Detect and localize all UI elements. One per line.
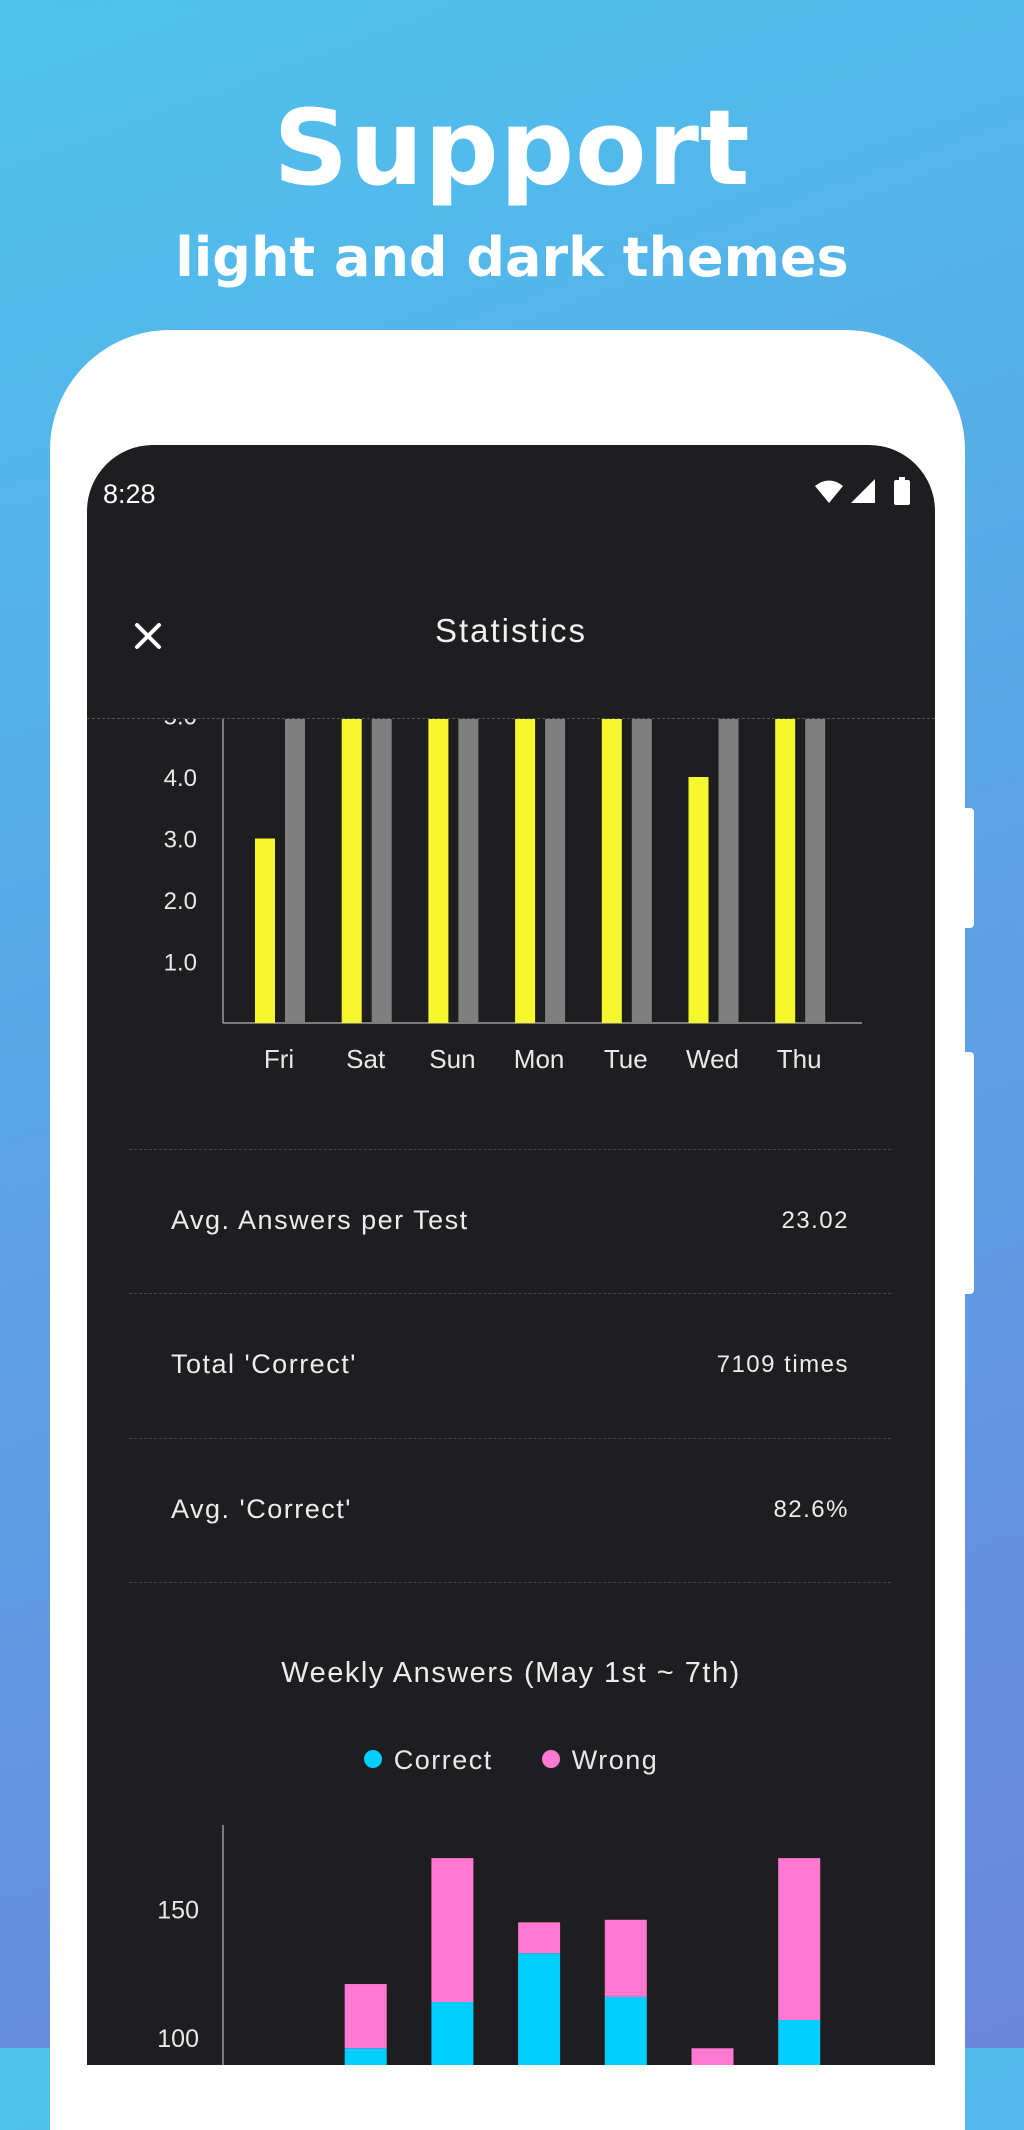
x-tick-label: Sun xyxy=(429,1044,475,1074)
close-icon[interactable] xyxy=(127,615,169,657)
weekly-chart-legend: Correct Wrong xyxy=(87,1745,935,1776)
app-bar-divider xyxy=(87,718,935,719)
y-tick-label: 100 xyxy=(157,2025,199,2053)
stacked-bar-segment xyxy=(778,2020,821,2065)
page-title: Statistics xyxy=(434,612,588,649)
y-tick-label: 2.0 xyxy=(164,888,197,915)
stacked-bar-segment xyxy=(778,1858,821,2021)
daily-bar-chart: 1.0 2.0 3.0 4.0 5.0 Fri Sat Sun Mon Tue Wed Thu xyxy=(164,719,862,1074)
stacked-bar-segment xyxy=(518,1922,561,1954)
legend-item-wrong: Wrong xyxy=(541,1745,659,1776)
legend-dot-correct xyxy=(363,1750,382,1768)
legend-label: Wrong xyxy=(571,1745,659,1775)
x-tick-label: Sat xyxy=(346,1044,386,1074)
stacked-bar-segment xyxy=(344,1984,387,2049)
phone-screen: 8:28 Statistics 1.0 2.0 3.0 4.0 5.0 Fri Sat Sun… xyxy=(87,445,935,2065)
bar xyxy=(545,719,566,1023)
legend-item-correct: Correct xyxy=(363,1745,493,1776)
stacked-bar-segment xyxy=(604,1996,647,2065)
phone-side-button xyxy=(964,808,974,928)
bar xyxy=(805,719,826,1023)
bar xyxy=(371,719,392,1023)
bar xyxy=(458,719,479,1023)
stat-label: Total 'Correct' xyxy=(171,1349,357,1379)
weekly-stacked-bar-chart: 100 150 xyxy=(157,1825,821,2065)
bar xyxy=(341,719,362,1023)
bar xyxy=(718,719,739,1023)
x-tick-label: Wed xyxy=(686,1044,739,1074)
y-tick-label: 5.0 xyxy=(164,719,197,731)
x-tick-label: Thu xyxy=(777,1044,822,1074)
stat-value: 7109 times xyxy=(716,1351,849,1378)
stacked-bar-segment xyxy=(691,2048,734,2065)
status-icons xyxy=(815,477,910,505)
bar xyxy=(688,777,709,1023)
wifi-icon xyxy=(815,480,843,503)
stacked-bar-segment xyxy=(604,1919,647,1997)
x-tick-label: Mon xyxy=(514,1044,565,1074)
legend-dot-wrong xyxy=(541,1750,560,1768)
promo-subtitle: light and dark themes xyxy=(175,226,849,289)
stats-divider xyxy=(129,1582,891,1583)
status-time: 8:28 xyxy=(103,479,156,509)
stacked-bar-segment xyxy=(431,2002,474,2065)
stat-row: Avg. Answers per Test 23.02 xyxy=(129,1149,891,1294)
y-tick-label: 4.0 xyxy=(164,765,197,792)
promo-title: Support xyxy=(273,87,751,209)
x-tick-label: Fri xyxy=(264,1044,294,1074)
battery-icon xyxy=(894,477,910,505)
stat-label: Avg. 'Correct' xyxy=(171,1494,352,1524)
stacked-bar-segment xyxy=(431,1858,474,2003)
stat-value: 82.6% xyxy=(773,1496,849,1523)
y-tick-label: 150 xyxy=(157,1897,199,1925)
bar xyxy=(515,719,536,1023)
weekly-chart-title: Weekly Answers (May 1st ~ 7th) xyxy=(281,1657,741,1689)
stat-row: Total 'Correct' 7109 times xyxy=(129,1293,891,1438)
stacked-bar-segment xyxy=(518,1953,561,2065)
x-tick-label: Tue xyxy=(604,1044,648,1074)
stat-label: Avg. Answers per Test xyxy=(171,1205,469,1235)
stacked-bar-segment xyxy=(344,2048,387,2065)
bar xyxy=(285,719,305,1023)
legend-label: Correct xyxy=(393,1745,493,1775)
cellular-signal-icon xyxy=(851,479,875,503)
bar xyxy=(601,719,622,1023)
bar xyxy=(428,719,449,1023)
bar xyxy=(631,719,652,1023)
stat-row: Avg. 'Correct' 82.6% xyxy=(129,1438,891,1583)
bar xyxy=(775,719,796,1023)
y-tick-label: 1.0 xyxy=(164,950,197,977)
stat-value: 23.02 xyxy=(781,1207,849,1234)
phone-side-button xyxy=(964,1052,974,1294)
y-tick-label: 3.0 xyxy=(164,827,197,854)
bar xyxy=(255,838,275,1023)
